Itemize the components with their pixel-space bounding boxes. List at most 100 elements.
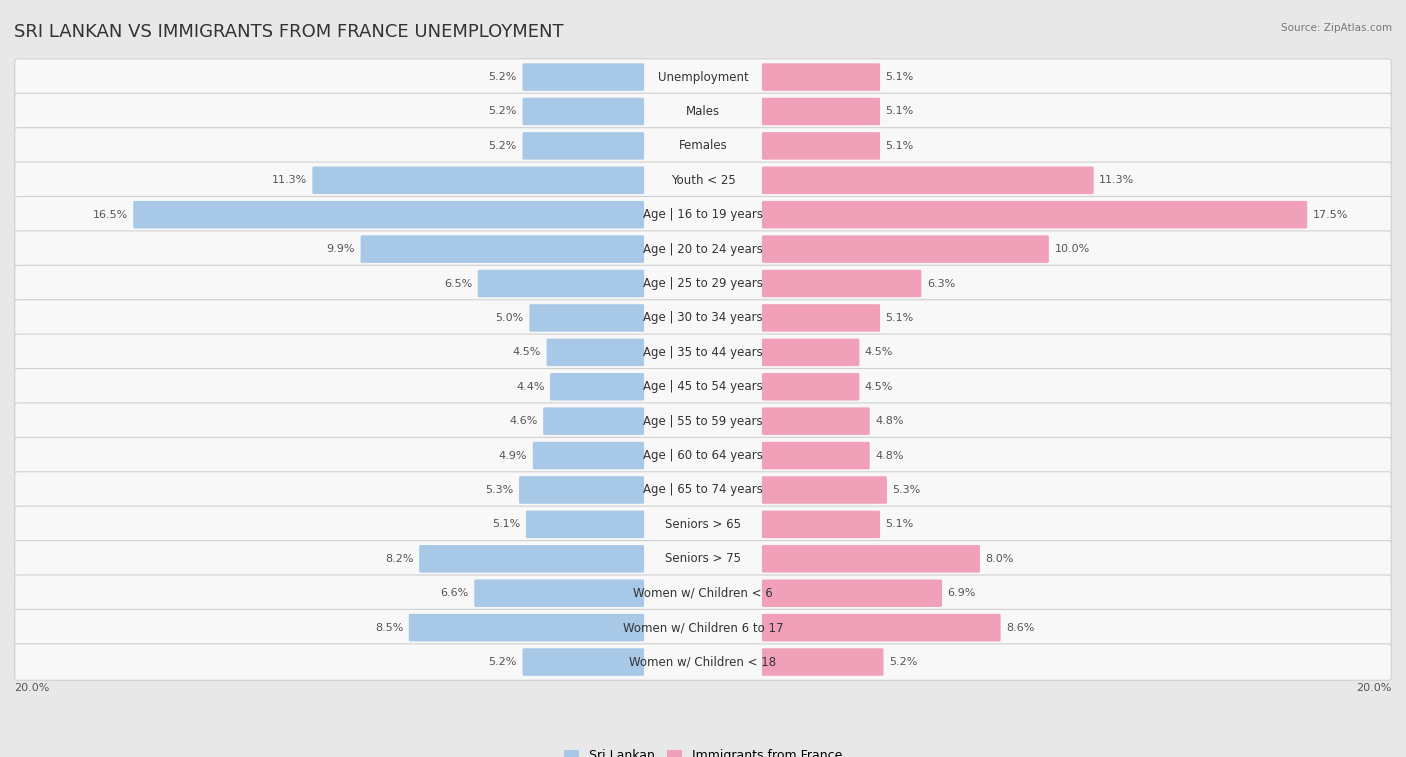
Text: 4.6%: 4.6% (509, 416, 537, 426)
Text: 4.5%: 4.5% (865, 347, 893, 357)
Text: Unemployment: Unemployment (658, 70, 748, 83)
FancyBboxPatch shape (550, 373, 644, 400)
FancyBboxPatch shape (14, 265, 1392, 302)
Text: 5.1%: 5.1% (886, 313, 914, 323)
FancyBboxPatch shape (526, 511, 644, 538)
FancyBboxPatch shape (762, 476, 887, 503)
FancyBboxPatch shape (14, 128, 1392, 164)
Text: 8.2%: 8.2% (385, 554, 413, 564)
FancyBboxPatch shape (523, 648, 644, 676)
FancyBboxPatch shape (523, 98, 644, 125)
FancyBboxPatch shape (14, 438, 1392, 474)
FancyBboxPatch shape (14, 300, 1392, 336)
Text: 5.1%: 5.1% (886, 72, 914, 82)
FancyBboxPatch shape (762, 269, 921, 298)
FancyBboxPatch shape (14, 162, 1392, 198)
Text: 4.9%: 4.9% (499, 450, 527, 460)
Text: Males: Males (686, 105, 720, 118)
Text: Seniors > 65: Seniors > 65 (665, 518, 741, 531)
FancyBboxPatch shape (762, 579, 942, 607)
Text: Age | 65 to 74 years: Age | 65 to 74 years (643, 484, 763, 497)
FancyBboxPatch shape (762, 132, 880, 160)
FancyBboxPatch shape (762, 235, 1049, 263)
FancyBboxPatch shape (14, 643, 1392, 681)
FancyBboxPatch shape (14, 334, 1392, 371)
Text: 5.3%: 5.3% (893, 485, 921, 495)
FancyBboxPatch shape (533, 442, 644, 469)
FancyBboxPatch shape (762, 64, 880, 91)
Text: Age | 55 to 59 years: Age | 55 to 59 years (643, 415, 763, 428)
FancyBboxPatch shape (360, 235, 644, 263)
Text: 17.5%: 17.5% (1313, 210, 1348, 220)
FancyBboxPatch shape (14, 231, 1392, 267)
Text: 6.9%: 6.9% (948, 588, 976, 598)
Text: SRI LANKAN VS IMMIGRANTS FROM FRANCE UNEMPLOYMENT: SRI LANKAN VS IMMIGRANTS FROM FRANCE UNE… (14, 23, 564, 41)
Legend: Sri Lankan, Immigrants from France: Sri Lankan, Immigrants from France (558, 744, 848, 757)
FancyBboxPatch shape (762, 545, 980, 572)
Text: 5.1%: 5.1% (886, 107, 914, 117)
FancyBboxPatch shape (762, 407, 870, 435)
Text: Women w/ Children < 6: Women w/ Children < 6 (633, 587, 773, 600)
FancyBboxPatch shape (519, 476, 644, 503)
FancyBboxPatch shape (523, 64, 644, 91)
Text: Age | 30 to 34 years: Age | 30 to 34 years (643, 311, 763, 325)
Text: 5.1%: 5.1% (886, 141, 914, 151)
FancyBboxPatch shape (14, 506, 1392, 543)
FancyBboxPatch shape (478, 269, 644, 298)
FancyBboxPatch shape (474, 579, 644, 607)
FancyBboxPatch shape (14, 369, 1392, 405)
Text: 20.0%: 20.0% (14, 683, 49, 693)
FancyBboxPatch shape (14, 609, 1392, 646)
Text: 11.3%: 11.3% (271, 176, 307, 185)
Text: 5.1%: 5.1% (492, 519, 520, 529)
FancyBboxPatch shape (523, 132, 644, 160)
Text: 8.6%: 8.6% (1007, 622, 1035, 633)
Text: 9.9%: 9.9% (326, 244, 356, 254)
FancyBboxPatch shape (762, 648, 883, 676)
Text: 6.3%: 6.3% (927, 279, 955, 288)
FancyBboxPatch shape (14, 403, 1392, 439)
Text: Age | 16 to 19 years: Age | 16 to 19 years (643, 208, 763, 221)
FancyBboxPatch shape (762, 511, 880, 538)
Text: 4.5%: 4.5% (865, 382, 893, 392)
FancyBboxPatch shape (14, 575, 1392, 612)
Text: 5.3%: 5.3% (485, 485, 513, 495)
FancyBboxPatch shape (547, 338, 644, 366)
Text: 4.8%: 4.8% (875, 450, 904, 460)
Text: 10.0%: 10.0% (1054, 244, 1090, 254)
FancyBboxPatch shape (14, 59, 1392, 95)
FancyBboxPatch shape (762, 373, 859, 400)
Text: 4.8%: 4.8% (875, 416, 904, 426)
Text: Age | 60 to 64 years: Age | 60 to 64 years (643, 449, 763, 462)
Text: Age | 20 to 24 years: Age | 20 to 24 years (643, 243, 763, 256)
FancyBboxPatch shape (762, 614, 1001, 641)
FancyBboxPatch shape (312, 167, 644, 194)
Text: 16.5%: 16.5% (93, 210, 128, 220)
FancyBboxPatch shape (762, 98, 880, 125)
Text: Youth < 25: Youth < 25 (671, 174, 735, 187)
Text: 5.1%: 5.1% (886, 519, 914, 529)
Text: 5.2%: 5.2% (889, 657, 917, 667)
FancyBboxPatch shape (14, 540, 1392, 577)
Text: Females: Females (679, 139, 727, 152)
FancyBboxPatch shape (14, 197, 1392, 233)
FancyBboxPatch shape (762, 304, 880, 332)
Text: 5.2%: 5.2% (489, 107, 517, 117)
FancyBboxPatch shape (134, 201, 644, 229)
Text: 6.5%: 6.5% (444, 279, 472, 288)
FancyBboxPatch shape (762, 442, 870, 469)
Text: Women w/ Children 6 to 17: Women w/ Children 6 to 17 (623, 621, 783, 634)
Text: 5.2%: 5.2% (489, 72, 517, 82)
Text: 5.2%: 5.2% (489, 657, 517, 667)
FancyBboxPatch shape (409, 614, 644, 641)
FancyBboxPatch shape (762, 167, 1094, 194)
Text: 8.0%: 8.0% (986, 554, 1014, 564)
FancyBboxPatch shape (762, 201, 1308, 229)
Text: Seniors > 75: Seniors > 75 (665, 553, 741, 565)
Text: 6.6%: 6.6% (440, 588, 468, 598)
Text: Women w/ Children < 18: Women w/ Children < 18 (630, 656, 776, 668)
Text: Source: ZipAtlas.com: Source: ZipAtlas.com (1281, 23, 1392, 33)
Text: 11.3%: 11.3% (1099, 176, 1135, 185)
Text: Age | 45 to 54 years: Age | 45 to 54 years (643, 380, 763, 393)
FancyBboxPatch shape (543, 407, 644, 435)
